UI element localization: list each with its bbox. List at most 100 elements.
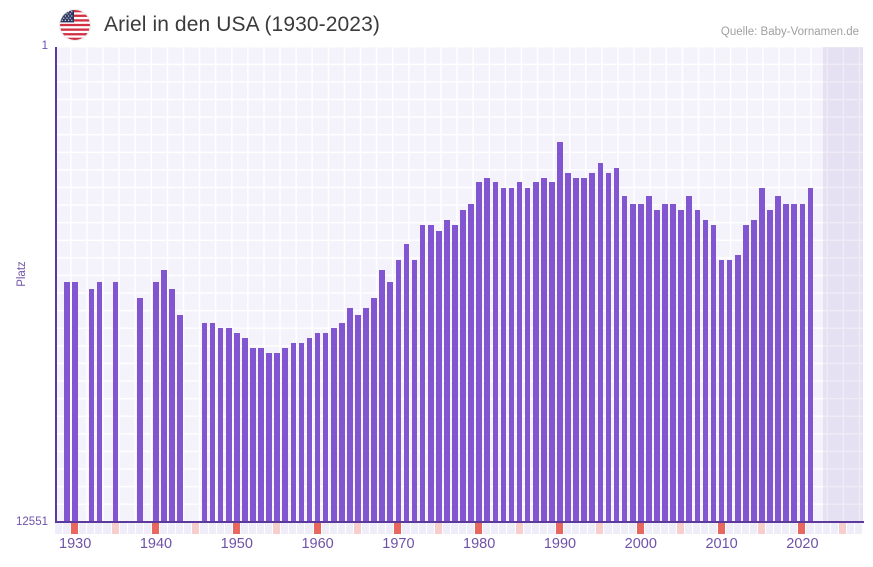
tick-cell	[604, 523, 613, 534]
bar[interactable]	[444, 219, 450, 522]
bar[interactable]	[549, 182, 555, 522]
bar[interactable]	[314, 333, 321, 522]
bar[interactable]	[266, 352, 272, 522]
bar[interactable]	[363, 308, 369, 522]
bar[interactable]	[201, 323, 208, 522]
bar[interactable]	[403, 243, 410, 522]
bar[interactable]	[573, 177, 579, 522]
x-axis-tick-label: 1960	[301, 536, 334, 552]
tick-cell	[725, 523, 734, 534]
bar[interactable]	[250, 347, 256, 522]
bar[interactable]	[702, 219, 709, 522]
bar[interactable]	[225, 328, 232, 522]
bar[interactable]	[322, 333, 329, 522]
bar[interactable]	[282, 347, 289, 522]
tick-cell	[531, 523, 540, 534]
tick-cell	[709, 523, 718, 534]
bar[interactable]	[298, 343, 305, 522]
bar[interactable]	[137, 298, 143, 522]
bar[interactable]	[347, 308, 353, 522]
bar[interactable]	[767, 210, 773, 522]
bar[interactable]	[306, 338, 313, 522]
bar[interactable]	[387, 282, 394, 522]
bar[interactable]	[492, 182, 499, 522]
bar[interactable]	[339, 323, 345, 522]
bar[interactable]	[557, 141, 563, 522]
bar[interactable]	[662, 204, 668, 522]
bar[interactable]	[452, 224, 458, 522]
bar[interactable]	[290, 343, 297, 522]
bar[interactable]	[710, 224, 717, 522]
bar[interactable]	[242, 338, 248, 522]
bar[interactable]	[629, 204, 636, 522]
bar[interactable]	[613, 168, 620, 522]
bar[interactable]	[476, 182, 482, 522]
bar[interactable]	[621, 196, 628, 522]
bar[interactable]	[734, 255, 741, 522]
bar[interactable]	[468, 204, 474, 522]
bar[interactable]	[217, 328, 224, 522]
x-axis-tick-label: 1950	[220, 536, 253, 552]
bar[interactable]	[233, 333, 240, 522]
bar[interactable]	[96, 282, 103, 522]
bar[interactable]	[743, 224, 749, 522]
bar[interactable]	[411, 260, 418, 522]
bar[interactable]	[646, 196, 652, 522]
bar[interactable]	[605, 172, 612, 522]
bar[interactable]	[799, 204, 806, 522]
bar[interactable]	[637, 204, 644, 522]
bar[interactable]	[524, 187, 531, 522]
bar[interactable]	[791, 204, 798, 522]
bar[interactable]	[726, 260, 733, 522]
bar[interactable]	[654, 210, 660, 522]
bar[interactable]	[508, 187, 515, 522]
bar[interactable]	[694, 210, 701, 522]
bar[interactable]	[169, 288, 175, 522]
bar[interactable]	[355, 314, 361, 522]
bar[interactable]	[88, 288, 95, 522]
bar[interactable]	[670, 204, 676, 522]
bar[interactable]	[581, 177, 588, 522]
bar[interactable]	[759, 187, 765, 522]
bar[interactable]	[153, 282, 159, 522]
bar[interactable]	[209, 323, 216, 522]
bar[interactable]	[419, 224, 426, 522]
bar[interactable]	[435, 230, 442, 522]
bar[interactable]	[775, 196, 781, 522]
bar[interactable]	[161, 270, 167, 522]
bar[interactable]	[379, 270, 386, 522]
bar[interactable]	[395, 260, 402, 522]
bar[interactable]	[686, 196, 693, 522]
bar[interactable]	[330, 328, 337, 522]
bar[interactable]	[371, 298, 377, 522]
bar[interactable]	[718, 260, 725, 522]
tick-cell	[95, 523, 104, 534]
bar[interactable]	[72, 282, 78, 522]
bar[interactable]	[597, 162, 604, 522]
bar[interactable]	[64, 282, 70, 522]
bar[interactable]	[565, 172, 571, 522]
no-data-region	[822, 47, 863, 522]
x-axis-tick-labels: 1930 1940 1950 1960 1970 1980 1990 2000 2010 2020	[0, 536, 873, 562]
bar[interactable]	[783, 204, 790, 522]
tick-cell	[822, 523, 831, 534]
tick-cell	[135, 523, 144, 534]
bar[interactable]	[532, 182, 539, 522]
bar[interactable]	[807, 187, 814, 522]
bar[interactable]	[258, 347, 264, 522]
bar[interactable]	[112, 282, 119, 522]
bar[interactable]	[500, 187, 507, 522]
bar[interactable]	[541, 177, 547, 522]
bar[interactable]	[484, 177, 491, 522]
tick-cell-decade	[636, 523, 645, 534]
bar[interactable]	[751, 219, 757, 522]
bar[interactable]	[516, 182, 523, 522]
bar[interactable]	[589, 172, 596, 522]
tick-cell	[55, 523, 64, 534]
bar[interactable]	[678, 210, 684, 522]
bar[interactable]	[274, 352, 280, 522]
bar[interactable]	[177, 314, 184, 522]
tick-cell	[257, 523, 266, 534]
bar[interactable]	[427, 224, 434, 522]
bar[interactable]	[460, 210, 466, 522]
